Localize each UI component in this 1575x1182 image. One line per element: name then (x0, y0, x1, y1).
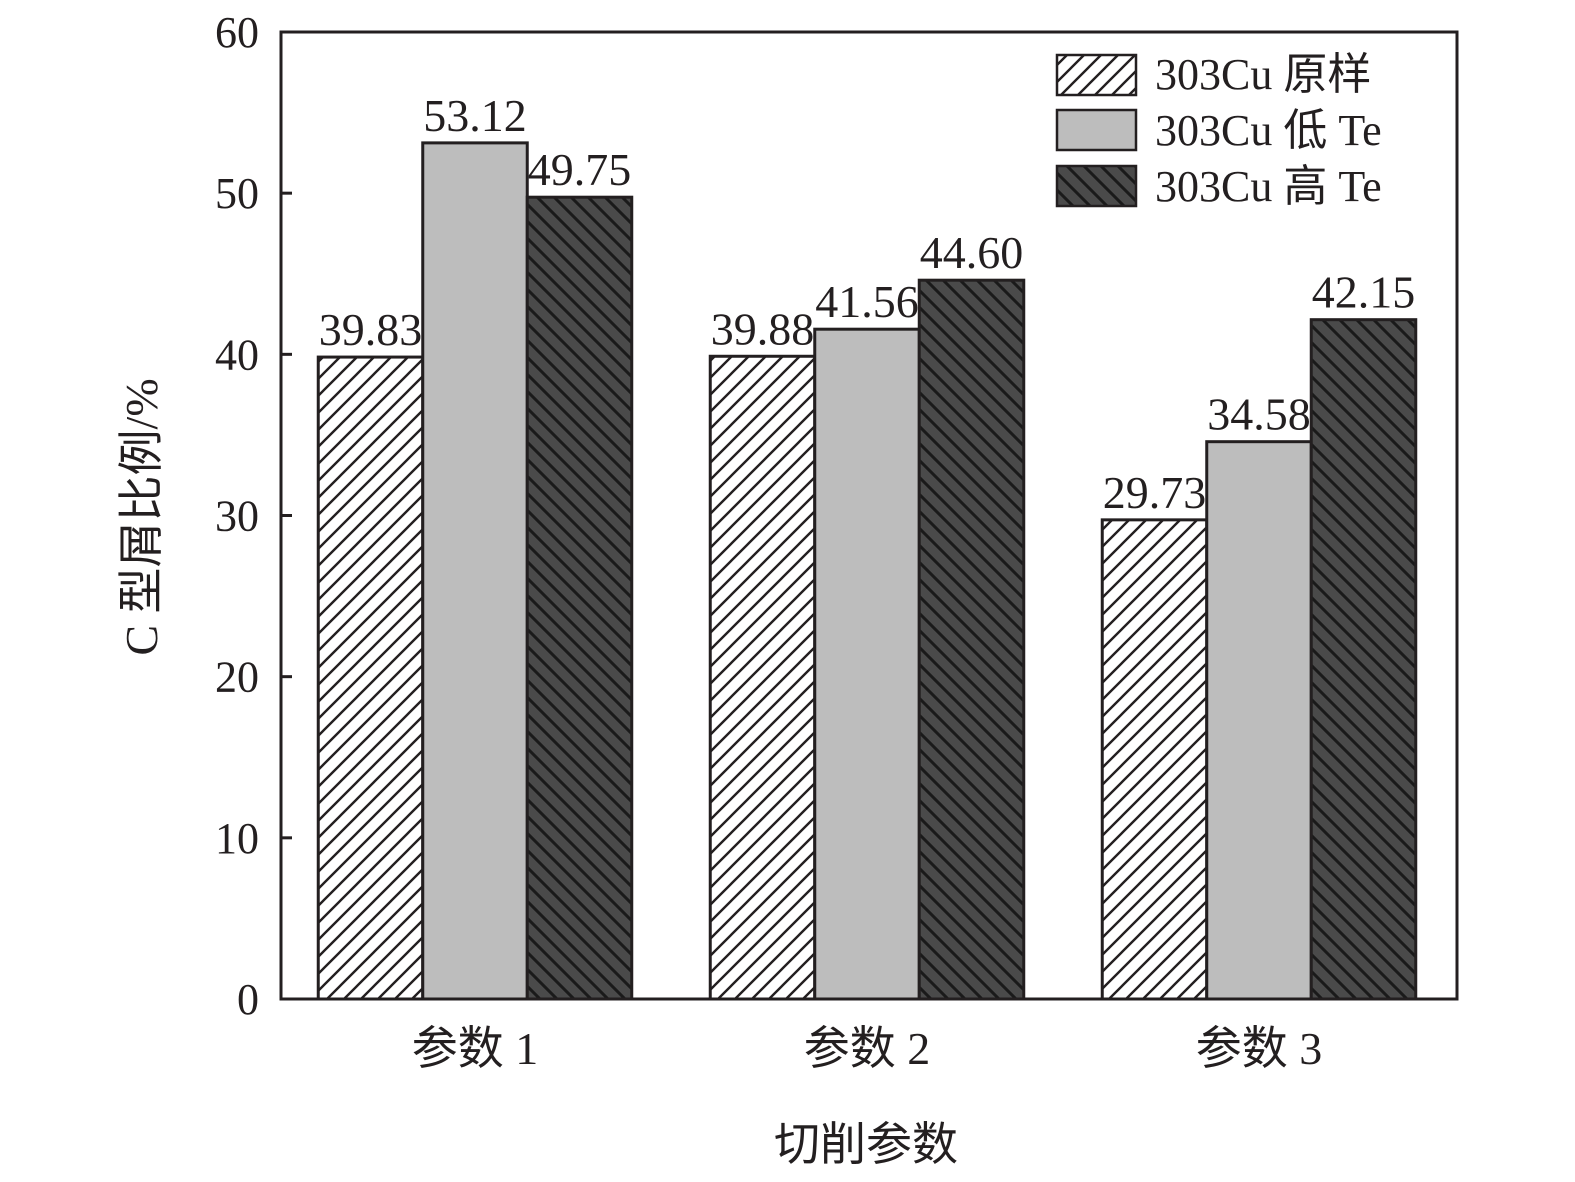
bars (316, 141, 1418, 1001)
y-tick-label: 30 (215, 492, 259, 541)
bar-high-te-2 (917, 278, 1026, 1001)
legend-label-low-te: 303Cu 低 Te (1155, 106, 1382, 155)
bar-value-label: 44.60 (920, 227, 1024, 278)
legend: 303Cu 原样 303Cu 低 Te 303Cu 高 Te (1055, 50, 1382, 211)
legend-label-original: 303Cu 原样 (1155, 50, 1371, 99)
bar-value-label: 39.88 (711, 303, 815, 354)
bar-value-label: 29.73 (1103, 467, 1207, 518)
y-tick-label: 0 (237, 975, 259, 1024)
y-tick-label: 60 (215, 8, 259, 57)
y-axis-title: C 型屑比例/% (116, 378, 167, 655)
x-axis-title: 切削参数 (774, 1119, 958, 1170)
x-axis: 参数 1 参数 2 参数 3 (412, 988, 1323, 1074)
legend-swatch-original (1055, 53, 1138, 97)
legend-swatch-low-te (1055, 108, 1138, 152)
x-tick-label: 参数 2 (804, 1023, 931, 1074)
y-tick-label: 10 (215, 814, 259, 863)
legend-label-high-te: 303Cu 高 Te (1155, 162, 1382, 211)
legend-swatch-high-te (1055, 164, 1138, 208)
y-tick-label: 50 (215, 169, 259, 218)
bar-value-label: 42.15 (1312, 267, 1416, 318)
bar-value-label: 34.58 (1207, 389, 1311, 440)
bar-original-1 (316, 355, 425, 1001)
y-axis: 0 10 20 30 40 50 60 (215, 8, 292, 1024)
bar-low-te-3 (1205, 440, 1313, 1001)
bar-value-label: 39.83 (319, 304, 423, 355)
bar-low-te-1 (421, 141, 529, 1001)
bar-high-te-3 (1309, 318, 1418, 1001)
bar-value-label: 41.56 (815, 276, 919, 327)
bar-high-te-1 (525, 195, 634, 1001)
bar-value-label: 53.12 (423, 90, 527, 141)
bar-original-3 (1100, 518, 1209, 1001)
bar-low-te-2 (813, 327, 921, 1001)
bar-original-2 (708, 354, 817, 1001)
bar-value-label: 49.75 (528, 144, 632, 195)
bar-value-labels: 39.83 39.88 29.73 53.12 41.56 34.58 49.75 44.60… (319, 90, 1416, 518)
y-tick-label: 40 (215, 330, 259, 379)
x-tick-label: 参数 1 (412, 1023, 539, 1074)
y-tick-label: 20 (215, 653, 259, 702)
x-tick-label: 参数 3 (1196, 1023, 1323, 1074)
